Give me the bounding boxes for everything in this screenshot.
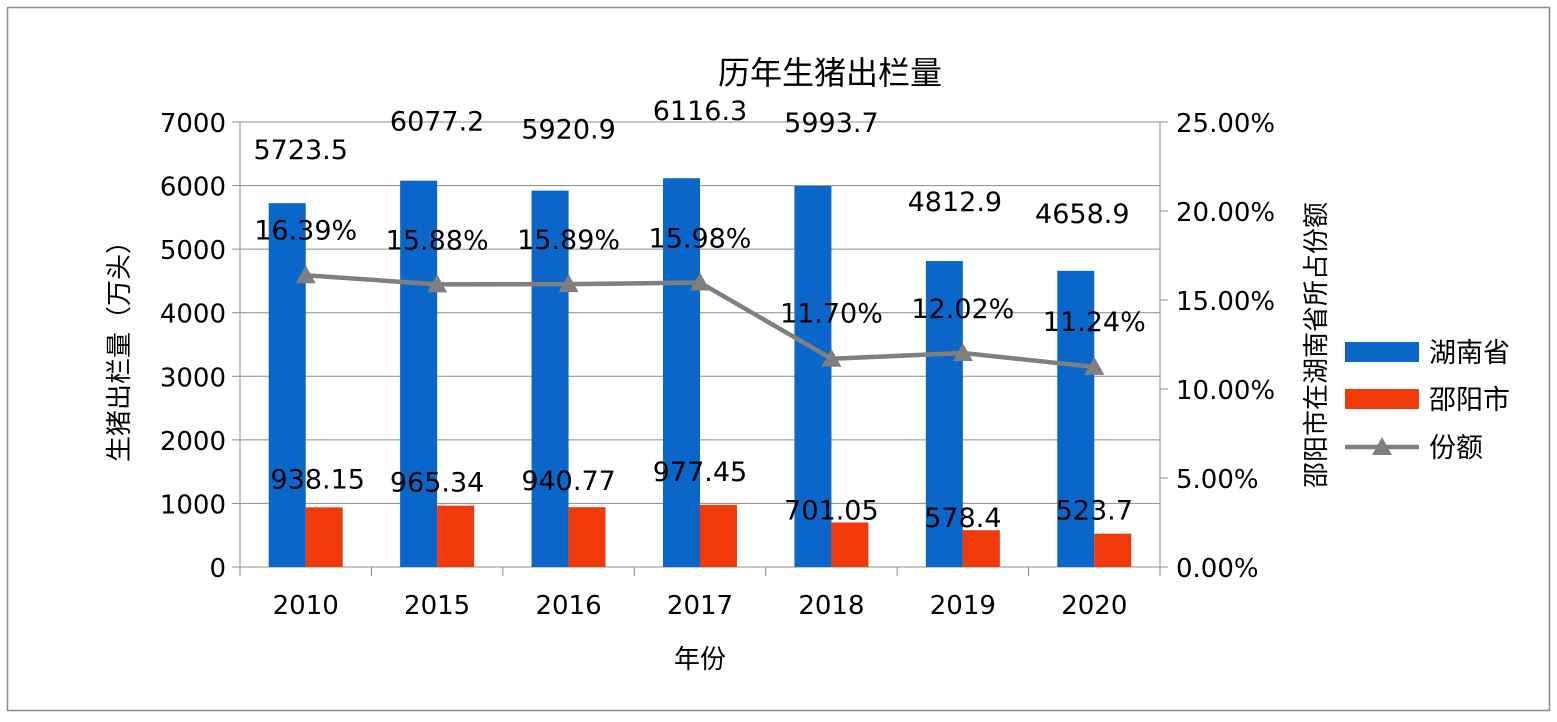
chart-border [6, 6, 1551, 712]
data-label-shaoyang: 938.15 [270, 464, 364, 495]
data-label-shaoyang: 523.7 [1056, 496, 1133, 527]
share-point-marker [558, 274, 579, 293]
bar-shaoyang [1094, 533, 1132, 567]
y-axis-label: 生猪出栏量（万头） [105, 228, 135, 462]
share-line [295, 265, 1105, 375]
y-tick-label: 1000 [160, 490, 226, 520]
x-tick-label: 2019 [930, 591, 996, 621]
data-label-hunan: 5993.7 [784, 108, 878, 139]
y2-tick-label: 15.00% [1176, 287, 1275, 317]
data-label-hunan: 6116.3 [653, 96, 747, 127]
bars [268, 178, 1132, 568]
axes: 0 1000 2000 3000 4000 5000 6000 7000 0.00% 5.00% 1… [160, 109, 1275, 621]
x-tick-label: 2018 [798, 591, 864, 621]
share-point-marker [821, 348, 842, 367]
x-tick-label: 2010 [273, 591, 339, 621]
y-tick-label: 6000 [160, 173, 226, 203]
data-label-share: 15.89% [517, 225, 620, 256]
data-label-hunan: 5920.9 [521, 115, 615, 146]
y-tick-label: 4000 [160, 300, 226, 330]
bar-shaoyang [437, 505, 475, 567]
data-label-hunan: 5723.5 [253, 135, 347, 166]
x-tick-label: 2016 [535, 591, 601, 621]
share-point-marker [952, 343, 973, 362]
data-label-shaoyang: 701.05 [784, 495, 878, 526]
bar-shaoyang [700, 504, 737, 567]
legend-label: 邵阳市 [1429, 385, 1510, 416]
x-tick-label: 2015 [404, 591, 470, 621]
data-label-share: 12.02% [911, 294, 1014, 325]
y-tick-label: 3000 [160, 363, 226, 393]
data-label-share: 11.70% [780, 299, 883, 330]
y2-tick-label: 20.00% [1176, 198, 1275, 228]
legend-swatch-hunan [1345, 342, 1419, 362]
data-label-share: 15.98% [649, 224, 752, 255]
bar-shaoyang [568, 507, 606, 567]
x-axis-label: 年份 [674, 645, 726, 675]
legend-swatch-shaoyang [1345, 389, 1419, 409]
bar-hunan [400, 180, 438, 568]
share-point-marker [690, 272, 710, 291]
data-label-share: 11.24% [1043, 307, 1146, 338]
y-tick-label: 0 [209, 554, 226, 584]
legend-swatch-marker [1372, 437, 1392, 455]
x-tick-label: 2017 [667, 591, 733, 621]
data-label-shaoyang: 965.34 [390, 468, 484, 499]
y-tick-label: 7000 [160, 109, 226, 139]
y2-tick-label: 0.00% [1176, 554, 1259, 584]
bar-shaoyang [962, 530, 1000, 567]
bar-hunan [268, 203, 306, 567]
bar-shaoyang [305, 507, 343, 567]
data-label-hunan: 4658.9 [1035, 199, 1129, 230]
chart-title: 历年生猪出栏量 [718, 54, 942, 92]
bar-hunan [925, 261, 963, 567]
share-point-marker [427, 274, 448, 293]
x-tick-label: 2020 [1061, 591, 1127, 621]
bar-hunan [531, 190, 569, 568]
share-point-marker [295, 265, 316, 284]
y2-axis-label: 邵阳市在湖南省所占份额 [1302, 202, 1332, 488]
y2-tick-label: 25.00% [1176, 109, 1275, 139]
legend-label: 湖南省 [1429, 338, 1510, 369]
y-tick-label: 2000 [160, 427, 226, 457]
y-tick-label: 5000 [160, 236, 226, 266]
data-label-shaoyang: 940.77 [521, 466, 615, 497]
bar-hunan [663, 178, 700, 567]
bar-hunan [1057, 270, 1095, 567]
data-label-share: 15.88% [386, 225, 489, 256]
bar-shaoyang [831, 522, 869, 567]
share-point-marker [1084, 356, 1105, 375]
y2-tick-label: 10.00% [1176, 376, 1275, 406]
y2-tick-label: 5.00% [1176, 465, 1259, 495]
data-labels: 5723.5 6077.2 5920.9 6116.3 5993.7 4812.9 4658… [253, 96, 1145, 534]
data-label-shaoyang: 977.45 [653, 457, 747, 488]
data-label-hunan: 4812.9 [908, 187, 1002, 218]
data-label-shaoyang: 578.4 [924, 503, 1001, 534]
legend-label: 份额 [1429, 433, 1483, 464]
data-label-hunan: 6077.2 [390, 107, 484, 138]
bar-hunan [794, 185, 832, 567]
data-label-share: 16.39% [254, 215, 357, 246]
